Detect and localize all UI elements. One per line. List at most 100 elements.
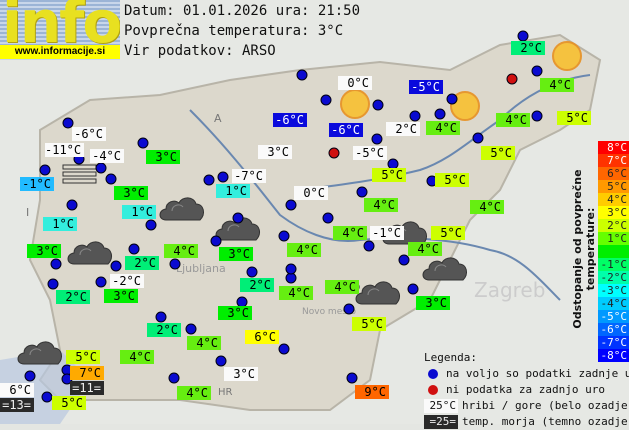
temperature-label: 2°C	[147, 323, 181, 337]
station-marker[interactable]	[95, 162, 107, 174]
station-marker[interactable]	[246, 266, 258, 278]
station-marker[interactable]	[145, 219, 157, 231]
temperature-label: 2°C	[386, 122, 420, 136]
scale-row: -5°C	[598, 310, 629, 323]
station-marker[interactable]	[24, 370, 36, 382]
station-marker[interactable]	[446, 93, 458, 105]
temperature-label: 5°C	[557, 111, 591, 125]
map-label-novo-mesto: Novo mesto	[302, 307, 356, 317]
map-label-italy: I	[26, 206, 29, 219]
station-marker[interactable]	[285, 199, 297, 211]
cloud-icon	[16, 338, 64, 366]
temperature-label: 4°C	[187, 336, 221, 350]
station-marker[interactable]	[472, 132, 484, 144]
station-marker[interactable]	[531, 110, 543, 122]
station-marker[interactable]	[285, 263, 297, 275]
temperature-label: -2°C	[110, 274, 144, 288]
station-marker[interactable]	[137, 137, 149, 149]
scale-row: -1°C	[598, 258, 629, 271]
temperature-label: -5°C	[409, 80, 443, 94]
temperature-label: -5°C	[353, 146, 387, 160]
temperature-label: 4°C	[496, 113, 530, 127]
temperature-label: 4°C	[177, 386, 211, 400]
station-marker[interactable]	[398, 254, 410, 266]
cloud-icon	[158, 194, 206, 222]
station-marker[interactable]	[185, 323, 197, 335]
temperature-label: 5°C	[372, 168, 406, 182]
legend-blue: na voljo so podatki zadnje ure	[446, 367, 629, 380]
station-marker[interactable]	[110, 260, 122, 272]
temperature-label: -4°C	[90, 149, 124, 163]
station-marker[interactable]	[531, 65, 543, 77]
station-marker[interactable]	[346, 372, 358, 384]
station-marker[interactable]	[517, 30, 529, 42]
station-marker[interactable]	[41, 391, 53, 403]
station-marker[interactable]	[278, 230, 290, 242]
scale-row: 1°C	[598, 232, 629, 245]
temperature-label: -1°C	[370, 226, 404, 240]
temperature-label: 5°C	[431, 226, 465, 240]
temperature-label: 4°C	[279, 286, 313, 300]
logo[interactable]: info www.informacije.si	[0, 0, 120, 60]
station-marker[interactable]	[50, 258, 62, 270]
map-label-ljubljana: Ljubljana	[176, 262, 226, 275]
station-marker[interactable]	[363, 240, 375, 252]
station-marker[interactable]	[322, 212, 334, 224]
station-marker[interactable]	[169, 258, 181, 270]
station-marker[interactable]	[343, 303, 355, 315]
temperature-label: 4°C	[470, 200, 504, 214]
station-marker[interactable]	[105, 173, 117, 185]
station-marker[interactable]	[434, 108, 446, 120]
temperature-label: 3°C	[114, 186, 148, 200]
temperature-label: =11=	[70, 381, 104, 395]
temperature-label: -1°C	[20, 177, 54, 191]
temperature-label: 5°C	[481, 146, 515, 160]
station-marker[interactable]	[203, 174, 215, 186]
scale-row: 6°C	[598, 167, 629, 180]
station-marker[interactable]	[407, 283, 419, 295]
temperature-label: 3°C	[146, 150, 180, 164]
cloud-icon	[421, 254, 469, 282]
station-marker-no-data[interactable]	[328, 147, 340, 159]
station-marker[interactable]	[210, 235, 222, 247]
scale-row: -8°C	[598, 349, 629, 362]
station-marker[interactable]	[39, 164, 51, 176]
legend-row-red: ni podatka za zadnjo uro	[424, 382, 629, 398]
station-marker[interactable]	[155, 311, 167, 323]
temperature-label: 6°C	[245, 330, 279, 344]
station-marker[interactable]	[409, 110, 421, 122]
station-marker[interactable]	[372, 99, 384, 111]
scale-row: 2°C	[598, 219, 629, 232]
station-marker-no-data[interactable]	[506, 73, 518, 85]
station-marker[interactable]	[217, 171, 229, 183]
station-marker[interactable]	[320, 94, 332, 106]
station-marker[interactable]	[215, 355, 227, 367]
station-marker[interactable]	[62, 117, 74, 129]
temperature-label: 3°C	[218, 306, 252, 320]
legend-white-sample: 25°C	[424, 399, 458, 413]
color-scale: 8°C 7°C 6°C 5°C 4°C 3°C 2°C 1°C -1°C -2°C -3°C -4°C…	[598, 141, 629, 362]
temperature-label: =13=	[0, 398, 34, 412]
temperature-label: 4°C	[540, 78, 574, 92]
legend-row-blue: na voljo so podatki zadnje ure	[424, 366, 629, 382]
average-temperature: Povprečna temperatura: 3°C	[124, 23, 344, 39]
station-marker[interactable]	[128, 243, 140, 255]
station-marker[interactable]	[296, 69, 308, 81]
station-marker[interactable]	[47, 278, 59, 290]
station-marker[interactable]	[95, 276, 107, 288]
logo-url[interactable]: www.informacije.si	[0, 45, 120, 59]
station-marker[interactable]	[232, 212, 244, 224]
scale-row: -3°C	[598, 284, 629, 297]
station-marker[interactable]	[371, 133, 383, 145]
station-marker[interactable]	[66, 199, 78, 211]
temperature-label: 4°C	[426, 121, 460, 135]
station-marker[interactable]	[168, 372, 180, 384]
temperature-label: 4°C	[325, 280, 359, 294]
station-marker[interactable]	[278, 343, 290, 355]
legend: Legenda: na voljo so podatki zadnje ure …	[424, 350, 629, 430]
station-marker[interactable]	[356, 186, 368, 198]
scale-row: 4°C	[598, 193, 629, 206]
scale-row: 8°C	[598, 141, 629, 154]
scale-row: 3°C	[598, 206, 629, 219]
legend-title: Legenda:	[424, 351, 477, 364]
